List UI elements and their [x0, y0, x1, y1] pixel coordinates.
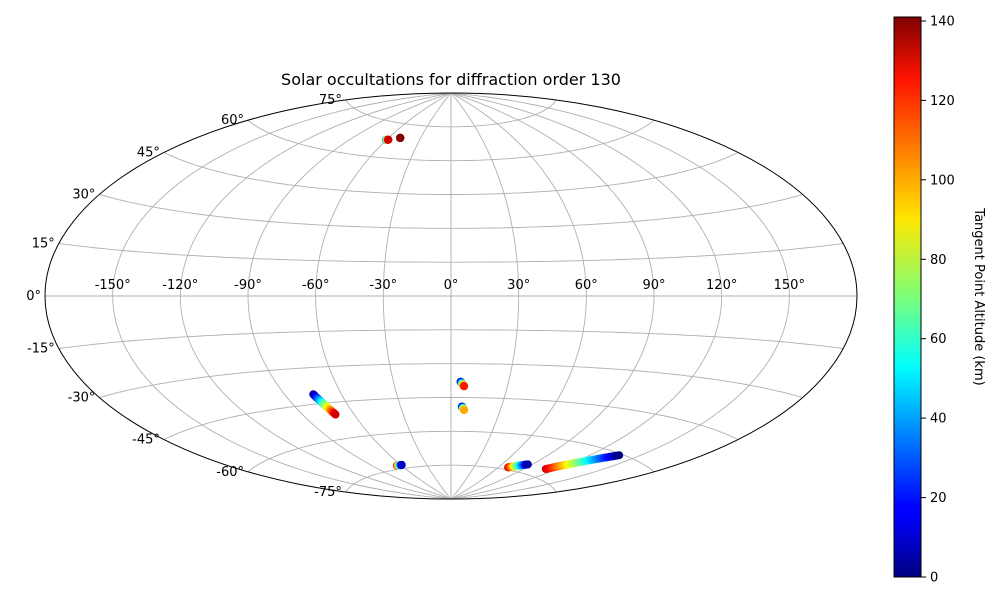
- colorbar-tick-label: 20: [930, 491, 947, 506]
- colorbar-tick-label: 0: [930, 571, 938, 586]
- latitude-tick-label: 0°: [26, 289, 41, 304]
- latitude-tick-label: -75°: [314, 485, 342, 500]
- occultation-point: [384, 135, 393, 144]
- occultation-point: [331, 410, 340, 419]
- occultation-point: [615, 451, 624, 460]
- occultation-points: [309, 133, 624, 473]
- parallel-line: [163, 397, 739, 440]
- parallel-line: [99, 363, 803, 398]
- latitude-tick-label: -45°: [132, 433, 160, 448]
- longitude-tick-label: -90°: [234, 278, 262, 293]
- latitude-tick-label: 45°: [137, 146, 160, 161]
- longitude-tick-labels: -150° -120° -90° -60° -30° 0° 30° 60° 90° 120° 150…: [95, 278, 805, 293]
- latitude-tick-label: -60°: [216, 465, 244, 480]
- colorbar-tick-label: 140: [930, 15, 955, 30]
- colorbar-tick-label: 80: [930, 253, 947, 268]
- latitude-tick-label: -15°: [27, 342, 55, 357]
- latitude-tick-label: 75°: [319, 93, 342, 108]
- parallel-line: [99, 194, 803, 229]
- colorbar-tick-label: 60: [930, 332, 947, 347]
- latitude-tick-label: 30°: [72, 188, 95, 203]
- latitude-tick-labels: -75° -60° -45° -30° -15° 0° 15° 30° 45° 60° 75°: [26, 93, 342, 500]
- parallel-line: [163, 152, 739, 195]
- colorbar-tick-label: 100: [930, 173, 955, 188]
- longitude-tick-label: 0°: [444, 278, 459, 293]
- colorbar-ticks: 0 20 40 60 80 100 120 140: [921, 15, 955, 586]
- latitude-tick-label: 60°: [221, 113, 244, 128]
- longitude-tick-label: 30°: [507, 278, 530, 293]
- occultation-point: [396, 133, 405, 142]
- colorbar: 0 20 40 60 80 100 120 140 Tangent Point Altitud…: [893, 15, 986, 586]
- latitude-tick-label: -30°: [68, 391, 96, 406]
- parallel-line: [58, 329, 844, 349]
- longitude-tick-label: -30°: [369, 278, 397, 293]
- parallel-line: [247, 119, 655, 162]
- colorbar-tick-label: 40: [930, 412, 947, 427]
- colorbar-tick-label: 120: [930, 94, 955, 109]
- parallel-line: [345, 99, 557, 128]
- longitude-tick-label: 90°: [642, 278, 665, 293]
- latitude-tick-label: 15°: [32, 237, 55, 252]
- occultation-point: [397, 460, 406, 469]
- longitude-tick-label: 60°: [575, 278, 598, 293]
- parallel-line: [247, 430, 655, 473]
- map-boundary: [44, 92, 858, 500]
- longitude-tick-label: -120°: [162, 278, 198, 293]
- longitude-tick-label: -150°: [95, 278, 131, 293]
- colorbar-label: Tangent Point Altitude (km): [971, 207, 986, 385]
- longitude-tick-label: 120°: [706, 278, 737, 293]
- parallel-line: [345, 464, 557, 493]
- occultation-point: [460, 406, 469, 414]
- chart-title: Solar occultations for diffraction order…: [281, 70, 621, 89]
- longitude-tick-label: 150°: [774, 278, 805, 293]
- colorbar-gradient: [893, 16, 922, 578]
- occultation-point: [523, 460, 532, 469]
- parallel-line: [58, 243, 844, 263]
- graticule: [45, 93, 857, 499]
- longitude-tick-label: -60°: [302, 278, 330, 293]
- occultation-point: [460, 382, 469, 391]
